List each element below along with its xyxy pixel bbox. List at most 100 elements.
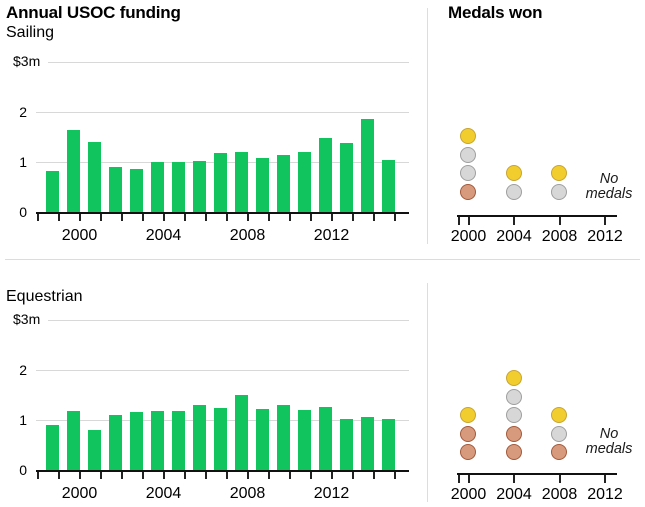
funding-bar [256, 409, 269, 470]
x-tick-label: 2008 [541, 228, 578, 245]
medals-chart-title: Medals won [448, 3, 543, 22]
funding-bar [319, 407, 332, 470]
funding-bar [298, 410, 311, 470]
axis-tick [458, 217, 460, 225]
x-axis [457, 473, 617, 475]
medal-silver-icon [460, 146, 476, 163]
funding-bar [88, 142, 101, 212]
funding-bar [256, 158, 269, 212]
y-tick-label: 2 [19, 104, 27, 120]
y-tick-label: 0 [19, 462, 27, 478]
funding-bar [382, 160, 395, 212]
axis-tick [331, 472, 333, 479]
funding-bar [340, 419, 353, 470]
axis-tick [458, 475, 460, 483]
axis-tick [184, 472, 186, 479]
funding-bar [46, 171, 59, 212]
axis-tick [205, 472, 207, 479]
x-tick-label: 2004 [145, 485, 182, 502]
panel-divider-horizontal [5, 259, 640, 260]
axis-tick [163, 472, 165, 479]
x-axis [457, 215, 617, 217]
funding-bar [214, 153, 227, 212]
funding-bar [382, 419, 395, 470]
x-tick-label: 2004 [496, 486, 532, 503]
axis-tick [352, 472, 354, 479]
axis-tick [163, 214, 165, 221]
axis-tick [373, 214, 375, 221]
medal-silver-icon [551, 183, 567, 200]
x-axis [36, 470, 409, 472]
x-tick-label: 2000 [61, 485, 98, 502]
medal-gold-icon [551, 407, 567, 423]
equestrian-subtitle: Equestrian [6, 288, 83, 305]
axis-tick [121, 214, 123, 221]
axis-tick [467, 217, 470, 225]
axis-tick [79, 214, 81, 221]
axis-tick [604, 217, 606, 225]
gridline [36, 370, 409, 371]
panel-divider-vertical-bottom [427, 283, 428, 502]
sailing-ymax-label: $3m [13, 53, 41, 69]
axis-tick [352, 214, 354, 221]
axis-tick [37, 472, 39, 479]
y-tick-label: 2 [19, 362, 27, 378]
funding-bar [193, 161, 206, 212]
axis-tick [513, 475, 515, 483]
funding-bar [109, 415, 122, 470]
medal-gold-icon [460, 128, 476, 144]
y-tick-label: 1 [19, 412, 27, 428]
x-tick-label: 2008 [229, 227, 266, 244]
medal-silver-icon [505, 407, 522, 423]
medal-bronze-icon [551, 444, 567, 460]
funding-bar [235, 395, 248, 470]
axis-tick [331, 214, 333, 221]
medal-gold-icon [505, 370, 522, 386]
funding-bar [361, 417, 374, 470]
axis-tick [121, 472, 123, 479]
funding-bar [298, 152, 311, 212]
funding-bar [151, 411, 164, 470]
axis-tick [394, 472, 396, 479]
axis-tick [142, 214, 144, 221]
axis-tick [289, 214, 291, 221]
medal-bronze-icon [460, 183, 476, 200]
axis-tick [558, 217, 561, 225]
funding-bar [361, 119, 374, 212]
axis-tick [226, 472, 228, 479]
axis-tick [205, 214, 207, 221]
y-tick-label: 0 [19, 204, 27, 220]
funding-bar [214, 408, 227, 470]
medal-bronze-icon [505, 444, 522, 460]
funding-bar [46, 425, 59, 470]
axis-tick [79, 472, 81, 479]
x-tick-label: 2012 [313, 485, 350, 502]
equestrian-no-medals-note: No medals [585, 426, 633, 457]
gridline [36, 112, 409, 113]
axis-tick [513, 217, 515, 225]
x-tick-label: 2000 [450, 228, 487, 245]
medal-silver-icon [551, 425, 567, 442]
axis-tick [142, 472, 144, 479]
axis-tick [184, 214, 186, 221]
medal-silver-icon [505, 388, 522, 405]
funding-bar [88, 430, 101, 470]
funding-chart-title: Annual USOC funding [6, 3, 181, 22]
axis-tick [394, 214, 396, 221]
medal-bronze-icon [460, 444, 476, 460]
axis-tick [268, 214, 270, 221]
axis-tick [100, 472, 102, 479]
axis-tick [100, 214, 102, 221]
funding-bar [130, 169, 143, 212]
funding-bar [193, 405, 206, 470]
sailing-no-medals-note: No medals [585, 171, 633, 202]
funding-bar [235, 152, 248, 212]
medal-gold-icon [460, 407, 476, 423]
axis-tick [289, 472, 291, 479]
medal-gold-icon [505, 165, 522, 181]
medal-bronze-icon [505, 425, 522, 442]
